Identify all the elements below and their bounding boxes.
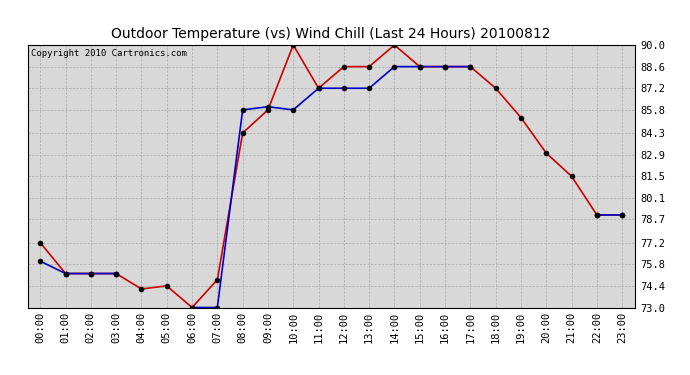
Text: Copyright 2010 Cartronics.com: Copyright 2010 Cartronics.com	[30, 49, 186, 58]
Title: Outdoor Temperature (vs) Wind Chill (Last 24 Hours) 20100812: Outdoor Temperature (vs) Wind Chill (Las…	[112, 27, 551, 41]
